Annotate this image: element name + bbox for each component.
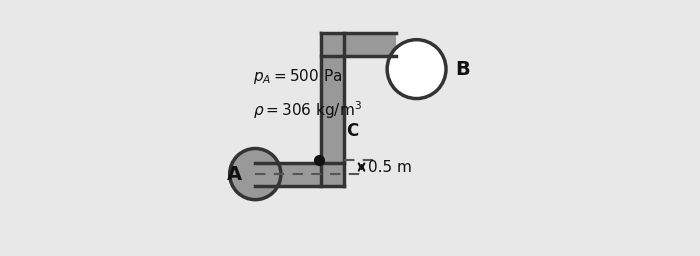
Circle shape	[387, 40, 446, 99]
Text: C: C	[346, 122, 358, 140]
Bar	[321, 163, 344, 186]
Circle shape	[230, 148, 281, 200]
Text: B: B	[455, 60, 470, 79]
Bar	[321, 33, 344, 163]
Text: 0.5 m: 0.5 m	[368, 159, 412, 175]
Text: $p_A = 500\ \mathrm{Pa}$: $p_A = 500\ \mathrm{Pa}$	[253, 67, 342, 86]
Bar	[256, 163, 344, 186]
Bar	[321, 33, 396, 56]
Text: A: A	[227, 165, 242, 184]
Text: $\rho = 306\ \mathrm{kg/m^3}$: $\rho = 306\ \mathrm{kg/m^3}$	[253, 99, 362, 121]
